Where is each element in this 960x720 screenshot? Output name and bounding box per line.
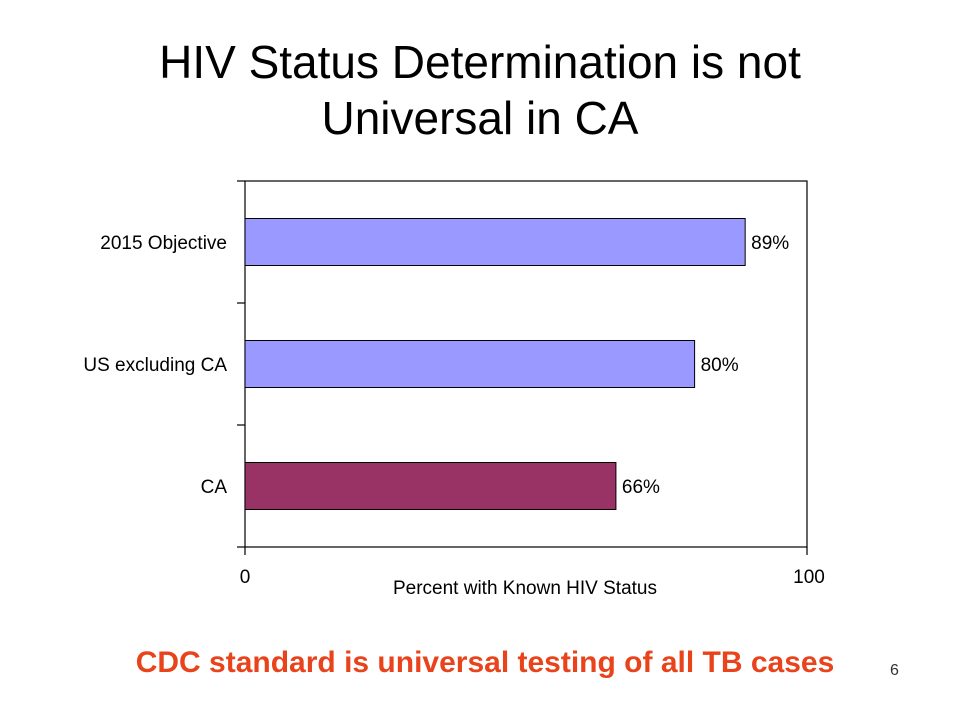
bar xyxy=(244,462,617,510)
x-axis-label: Percent with Known HIV Status xyxy=(393,578,657,599)
bar xyxy=(244,340,696,388)
bar-chart: 0 100 Percent with Known HIV Status 2015 Ob… xyxy=(83,180,825,599)
data-label: 80% xyxy=(701,355,739,376)
footer-note: CDC standard is universal testing of all… xyxy=(135,646,835,679)
slide-title-line-2: Universal in CA xyxy=(321,92,639,144)
data-label: 66% xyxy=(622,477,660,498)
data-label: 89% xyxy=(751,233,789,254)
slide-title: HIV Status Determination is not Universa… xyxy=(0,34,960,146)
x-tick-label: 0 xyxy=(240,567,251,588)
x-tick-label: 100 xyxy=(793,567,825,588)
page-number: 6 xyxy=(890,662,899,679)
category-label: CA xyxy=(201,477,228,498)
slide-title-line-1: HIV Status Determination is not xyxy=(159,36,801,88)
category-label: US excluding CA xyxy=(83,355,227,376)
category-label: 2015 Objective xyxy=(100,233,227,254)
bar xyxy=(244,218,746,266)
